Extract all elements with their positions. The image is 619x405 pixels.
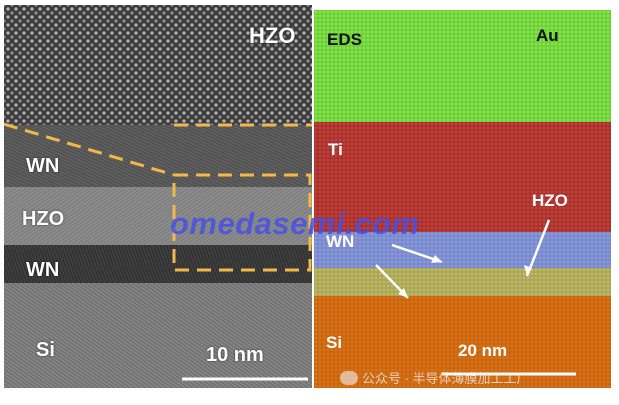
eds-overlay bbox=[375, 219, 576, 376]
eds-label-ti: Ti bbox=[328, 140, 343, 159]
zoom-dashed-box bbox=[172, 173, 312, 272]
ti-band bbox=[314, 122, 611, 247]
eds-title: EDS bbox=[327, 30, 362, 49]
wn-band bbox=[314, 232, 611, 274]
eds-label-hzo: HZO bbox=[532, 191, 568, 210]
wechat-icon bbox=[340, 370, 358, 385]
hzo-arrow bbox=[525, 219, 551, 277]
watermark-text: omedasemi.com bbox=[170, 206, 420, 241]
au-band bbox=[314, 10, 611, 130]
layer-label-wn-bottom: WN bbox=[26, 259, 60, 281]
tem-image-panel: HZO WN HZO WN Si 10 nm bbox=[4, 5, 312, 388]
wn-arrow-1-head bbox=[431, 255, 442, 263]
wn-bottom-layer bbox=[4, 245, 312, 283]
wn-arrow-2-head bbox=[398, 288, 408, 298]
eds-map-panel: EDS Au Ti HZO WN Si 20 nm bbox=[314, 10, 611, 388]
hzo-lattice-inset bbox=[4, 5, 312, 125]
inset-hzo-label: HZO bbox=[249, 23, 296, 48]
layer-label-si: Si bbox=[36, 339, 55, 361]
hzo-band bbox=[314, 268, 611, 296]
layer-label-wn-top: WN bbox=[26, 155, 60, 177]
layer-label-hzo: HZO bbox=[22, 208, 65, 230]
tem-scale-bar-label: 10 nm bbox=[206, 344, 264, 366]
eds-scale-bar-label: 20 nm bbox=[458, 341, 508, 360]
tem-overlay bbox=[4, 122, 312, 381]
eds-label-wn: WN bbox=[326, 232, 355, 251]
eds-label-au: Au bbox=[536, 26, 559, 45]
eds-label-si: Si bbox=[326, 333, 343, 352]
wechat-caption: 公众号 · 半导体薄膜加工工厂 bbox=[340, 368, 530, 387]
wn-top-layer bbox=[4, 125, 312, 187]
si-substrate bbox=[4, 283, 312, 388]
wechat-caption-text: 公众号 · 半导体薄膜加工工厂 bbox=[362, 371, 530, 386]
hzo-layer bbox=[4, 187, 312, 245]
zoom-guide-line bbox=[4, 122, 175, 177]
hzo-arrow-head bbox=[524, 265, 532, 276]
